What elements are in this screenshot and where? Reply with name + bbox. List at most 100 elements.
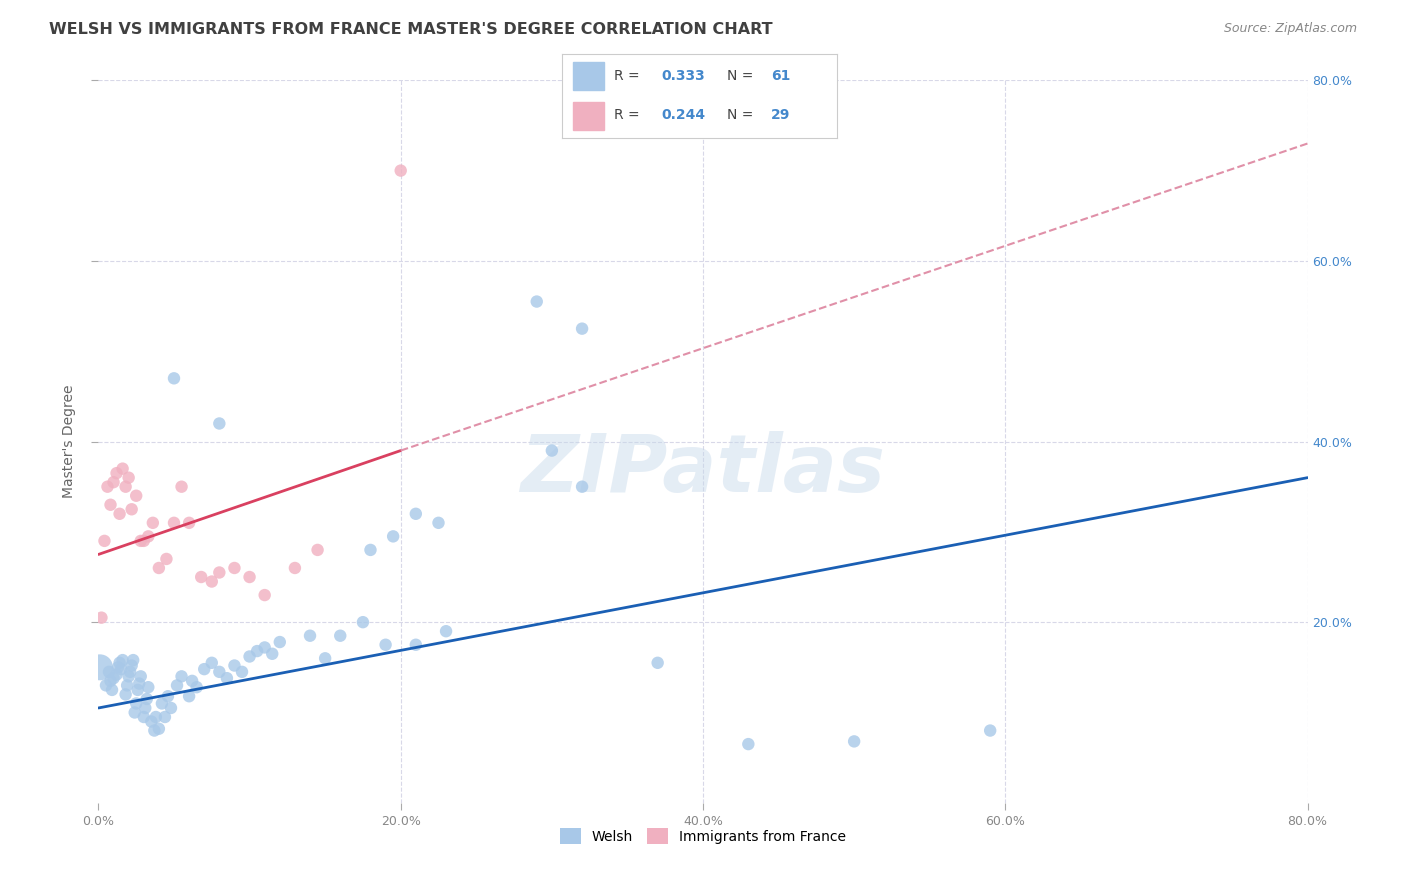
- Point: [98, 665, 121, 679]
- Point: [125, 489, 148, 503]
- Point: [105, 667, 128, 681]
- Point: [314, 651, 336, 665]
- Point: [101, 682, 124, 697]
- Text: WELSH VS IMMIGRANTS FROM FRANCE MASTER'S DEGREE CORRELATION CHART: WELSH VS IMMIGRANTS FROM FRANCE MASTER'S…: [49, 22, 773, 37]
- Point: [307, 542, 329, 557]
- Point: [105, 466, 128, 480]
- Point: [405, 507, 427, 521]
- Point: [110, 662, 132, 676]
- Point: [647, 656, 669, 670]
- Point: [170, 480, 193, 494]
- Point: [844, 734, 866, 748]
- Point: [239, 570, 262, 584]
- Point: [128, 676, 150, 690]
- Point: [979, 723, 1001, 738]
- Point: [571, 480, 593, 494]
- Point: [120, 665, 142, 679]
- Point: [179, 690, 201, 704]
- Point: [124, 706, 146, 720]
- Point: [170, 669, 193, 683]
- Point: [737, 737, 759, 751]
- Point: [156, 690, 179, 704]
- Point: [100, 498, 122, 512]
- Point: [107, 660, 129, 674]
- Text: 29: 29: [770, 109, 790, 122]
- Point: [93, 533, 115, 548]
- Point: [190, 570, 212, 584]
- Text: N =: N =: [727, 70, 754, 83]
- Point: [239, 649, 262, 664]
- Point: [224, 561, 246, 575]
- Point: [201, 656, 224, 670]
- Point: [155, 552, 177, 566]
- Point: [111, 461, 134, 475]
- Point: [121, 502, 143, 516]
- Text: 0.333: 0.333: [661, 70, 704, 83]
- Text: Source: ZipAtlas.com: Source: ZipAtlas.com: [1223, 22, 1357, 36]
- Point: [299, 629, 322, 643]
- Point: [208, 417, 231, 431]
- Point: [96, 480, 118, 494]
- Point: [114, 480, 136, 494]
- Point: [142, 516, 165, 530]
- Point: [89, 660, 111, 674]
- Point: [150, 697, 173, 711]
- Point: [540, 443, 562, 458]
- Point: [201, 574, 224, 589]
- Point: [103, 475, 125, 490]
- Point: [186, 680, 208, 694]
- Text: R =: R =: [614, 70, 640, 83]
- Point: [129, 533, 152, 548]
- Point: [122, 653, 145, 667]
- Point: [132, 533, 155, 548]
- Point: [90, 610, 112, 624]
- Point: [163, 516, 186, 530]
- Point: [181, 673, 204, 688]
- Point: [148, 722, 170, 736]
- Point: [208, 566, 231, 580]
- Text: 0.244: 0.244: [661, 109, 706, 122]
- Point: [382, 529, 405, 543]
- Point: [145, 710, 167, 724]
- Point: [118, 471, 141, 485]
- Legend: Welsh, Immigrants from France: Welsh, Immigrants from France: [554, 822, 852, 850]
- Point: [136, 529, 159, 543]
- Text: ZIPatlas: ZIPatlas: [520, 432, 886, 509]
- Point: [108, 656, 131, 670]
- Point: [125, 697, 148, 711]
- Point: [111, 653, 134, 667]
- Bar: [574, 62, 603, 90]
- Point: [121, 658, 143, 673]
- Point: [526, 294, 548, 309]
- Point: [193, 662, 215, 676]
- Point: [100, 673, 122, 688]
- Point: [262, 647, 284, 661]
- Point: [215, 671, 238, 685]
- Point: [143, 723, 166, 738]
- Point: [224, 658, 246, 673]
- Point: [231, 665, 253, 679]
- Point: [153, 710, 176, 724]
- Point: [136, 680, 159, 694]
- Y-axis label: Master's Degree: Master's Degree: [62, 384, 76, 499]
- Point: [118, 669, 141, 683]
- Point: [329, 629, 352, 643]
- Point: [135, 692, 157, 706]
- Point: [427, 516, 450, 530]
- Point: [253, 640, 276, 655]
- Point: [269, 635, 291, 649]
- Point: [571, 321, 593, 335]
- Point: [434, 624, 457, 639]
- Point: [129, 669, 152, 683]
- Point: [103, 671, 125, 685]
- Point: [246, 644, 269, 658]
- Text: 61: 61: [770, 70, 790, 83]
- Point: [284, 561, 307, 575]
- Point: [163, 371, 186, 385]
- Point: [127, 682, 149, 697]
- Point: [114, 687, 136, 701]
- Point: [115, 678, 138, 692]
- Point: [374, 638, 396, 652]
- Point: [94, 678, 117, 692]
- Point: [108, 507, 131, 521]
